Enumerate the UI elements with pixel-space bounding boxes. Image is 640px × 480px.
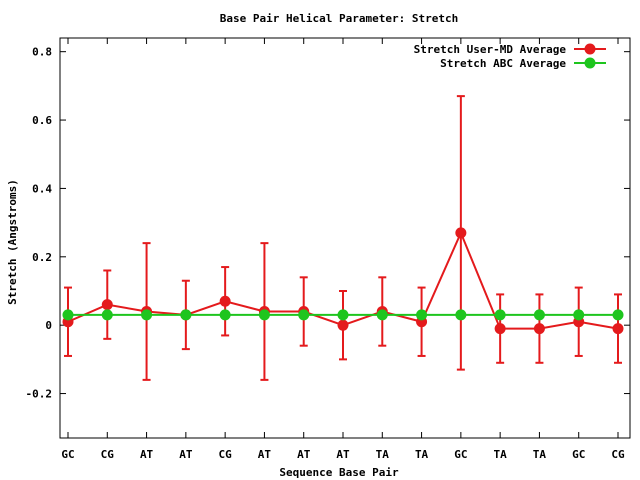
series-2-point — [258, 309, 270, 321]
series-1-point — [533, 323, 545, 335]
x-tick-label: GC — [454, 448, 467, 461]
series-2-point — [62, 309, 74, 321]
x-tick-label: CG — [219, 448, 233, 461]
series-1-point — [101, 299, 113, 311]
x-axis-label: Sequence Base Pair — [279, 466, 399, 479]
series-2-point — [141, 309, 153, 321]
chart-title: Base Pair Helical Parameter: Stretch — [220, 12, 458, 25]
x-tick-label: AT — [140, 448, 154, 461]
series-2-point — [455, 309, 467, 321]
y-axis-label: Stretch (Angstroms) — [6, 179, 19, 305]
y-tick-label: 0.4 — [32, 182, 52, 195]
legend-label-2: Stretch ABC Average — [440, 57, 566, 70]
series-1-point — [337, 319, 349, 331]
y-tick-label: -0.2 — [26, 388, 53, 401]
legend-marker-1 — [584, 43, 596, 55]
series-2-point — [494, 309, 506, 321]
x-tick-label: AT — [336, 448, 350, 461]
series-2-point — [298, 309, 310, 321]
legend-marker-2 — [584, 57, 596, 69]
series-1-point — [612, 323, 624, 335]
series-2-point — [416, 309, 428, 321]
y-tick-label: 0.2 — [32, 251, 52, 264]
y-tick-label: 0.6 — [32, 114, 52, 127]
y-tick-label: 0.8 — [32, 46, 52, 59]
x-tick-label: GC — [572, 448, 585, 461]
series-2-point — [180, 309, 192, 321]
x-tick-label: TA — [415, 448, 429, 461]
series-2-point — [612, 309, 624, 321]
series-2-point — [533, 309, 545, 321]
x-tick-label: TA — [533, 448, 547, 461]
x-tick-label: CG — [101, 448, 115, 461]
x-tick-label: TA — [494, 448, 508, 461]
series-1-point — [494, 323, 506, 335]
legend-label-1: Stretch User-MD Average — [414, 43, 567, 56]
x-tick-label: TA — [376, 448, 390, 461]
x-tick-label: AT — [179, 448, 193, 461]
x-tick-label: CG — [611, 448, 625, 461]
series-2-point — [101, 309, 113, 321]
series-1-point — [219, 295, 231, 307]
series-2-point — [573, 309, 585, 321]
x-tick-label: AT — [258, 448, 272, 461]
plot-frame — [59, 37, 631, 439]
series-1-point — [455, 227, 467, 239]
series-2-point — [219, 309, 231, 321]
plot-area: -0.2 0 0.2 0.4 0.6 0.8 GC CG AT AT CG AT AT AT TA TA GC T… — [26, 37, 631, 461]
x-tick-label: AT — [297, 448, 311, 461]
x-tick-label: GC — [61, 448, 74, 461]
series-2-point — [337, 309, 349, 321]
y-tick-label: 0 — [45, 319, 52, 332]
series-2-point — [376, 309, 388, 321]
